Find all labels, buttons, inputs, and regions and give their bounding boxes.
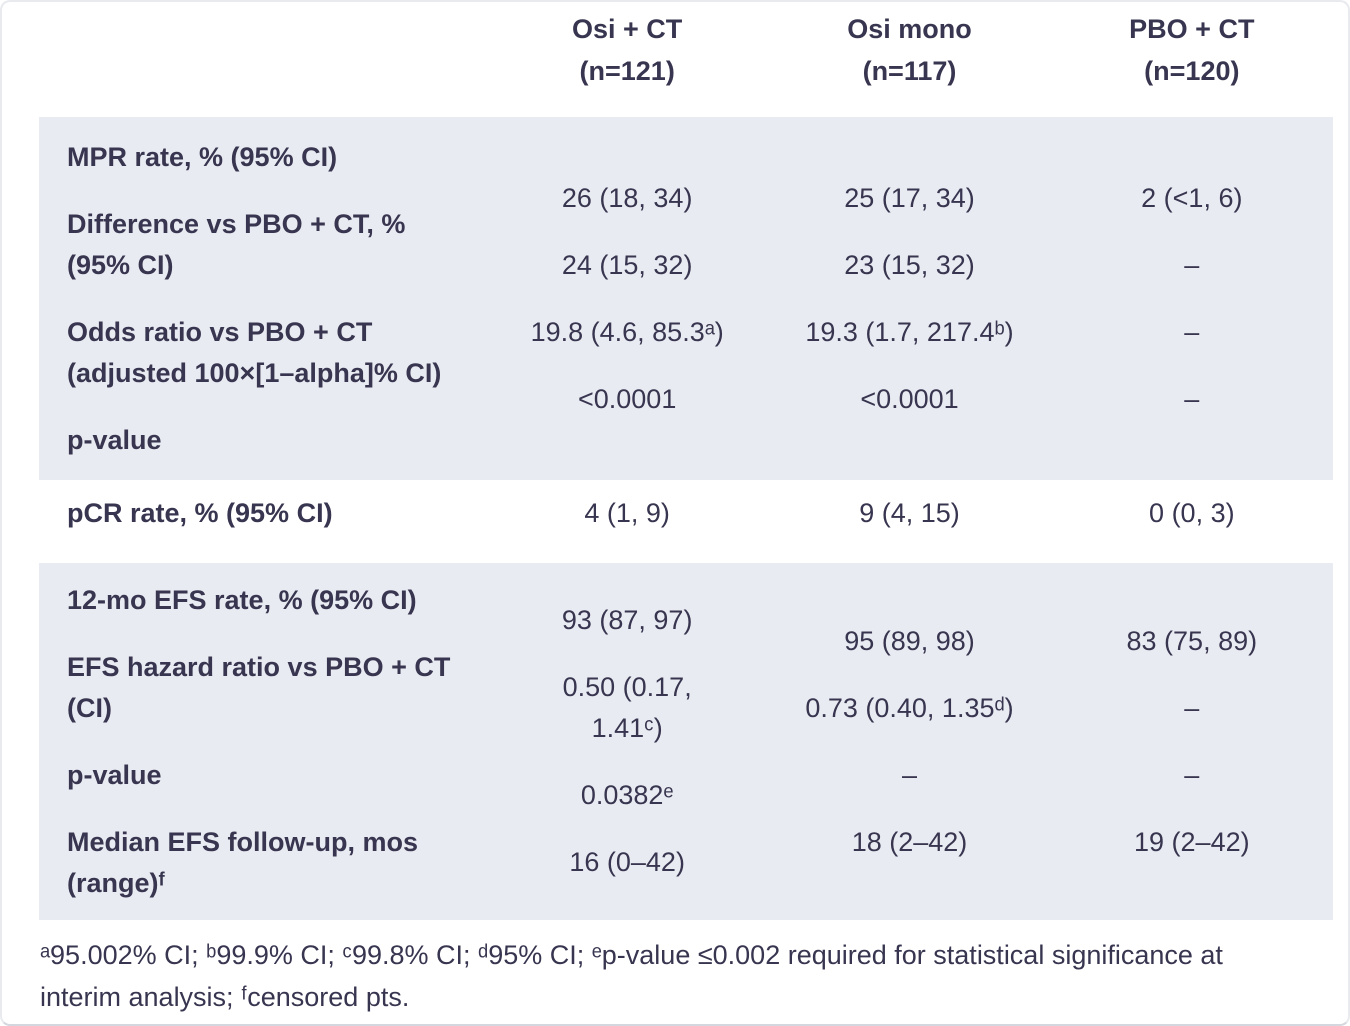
table-cell: 16 (0–42) (569, 847, 685, 877)
row-label-difference: Difference vs PBO + CT, % (95% CI) (67, 208, 406, 280)
table-cell: – (1184, 759, 1200, 790)
table-cell: 19 (2–42) (1134, 826, 1250, 857)
values-column-pbo-ct: 83 (75, 89) – – 19 (2–42) (1051, 563, 1333, 920)
column-header-n: (n=120) (1144, 56, 1240, 86)
table-cell: <0.0001 (577, 383, 677, 414)
table-header-row: Osi + CT (n=121) Osi mono (n=117) PBO + … (486, 2, 1333, 117)
row-label-mpr-rate: MPR rate, % (95% CI) (67, 141, 338, 172)
column-header-n: (n=121) (579, 56, 675, 86)
table-cell: 0.50 (0.17, 1.41ᶜ) (562, 672, 692, 743)
column-header-treatment: PBO + CT (1129, 14, 1255, 44)
efs-section: 12-mo EFS rate, % (95% CI) EFS hazard ra… (39, 563, 1333, 920)
table-cell: 95 (89, 98) (844, 625, 975, 656)
column-header-pbo-ct: PBO + CT (n=120) (1051, 8, 1333, 117)
table-cell: – (1184, 316, 1200, 347)
column-header-treatment: Osi + CT (572, 14, 683, 44)
row-label-p-value: p-value (67, 424, 162, 455)
table-cell: 19.8 (4.6, 85.3ᵃ) (530, 316, 724, 347)
values-column-osi-mono: 95 (89, 98) 0.73 (0.40, 1.35ᵈ) – 18 (2–4… (768, 563, 1050, 920)
table-cell: 25 (17, 34) (844, 182, 975, 213)
table-footnote: ᵃ95.002% CI; ᵇ99.9% CI; ᶜ99.8% CI; ᵈ95% … (40, 940, 1223, 1012)
row-label-odds-ratio: Odds ratio vs PBO + CT (adjusted 100×[1–… (67, 316, 442, 388)
row-label-p-value: p-value (67, 759, 162, 790)
row-label-pcr-rate: pCR rate, % (95% CI) (67, 498, 333, 528)
values-column-pbo-ct: 2 (<1, 6) – – – (1051, 117, 1333, 480)
values-column-osi-mono: 9 (4, 15) (768, 493, 1050, 534)
values-column-osi-ct: 26 (18, 34) 24 (15, 32) 19.8 (4.6, 85.3ᵃ… (486, 117, 768, 480)
table-cell: 19.3 (1.7, 217.4ᵇ) (805, 316, 1014, 347)
table-cell: 0.73 (0.40, 1.35ᵈ) (805, 692, 1014, 723)
table-cell: – (1184, 383, 1200, 414)
row-label-median-efs-follow-up: Median EFS follow-up, mos (range)ᶠ (67, 826, 418, 898)
column-header-osi-ct: Osi + CT (n=121) (486, 8, 768, 117)
table-cell: 93 (87, 97) (561, 605, 693, 635)
table-cell: 26 (18, 34) (561, 182, 693, 213)
table-cell: 9 (4, 15) (859, 498, 960, 528)
row-label-efs-hazard-ratio: EFS hazard ratio vs PBO + CT (CI) (67, 651, 451, 723)
table-cell: 0.0382ᵉ (580, 780, 674, 810)
mpr-section: MPR rate, % (95% CI) Difference vs PBO +… (39, 117, 1333, 480)
table-cell: <0.0001 (860, 383, 959, 414)
values-column-osi-ct: 93 (87, 97) 0.50 (0.17, 1.41ᶜ) 0.0382ᵉ 1… (486, 563, 768, 920)
column-header-osi-mono: Osi mono (n=117) (768, 8, 1050, 117)
table-cell: 83 (75, 89) (1126, 625, 1258, 656)
row-label-efs-rate: 12-mo EFS rate, % (95% CI) (67, 584, 417, 615)
column-header-n: (n=117) (862, 56, 957, 86)
row-labels-column: pCR rate, % (95% CI) (39, 493, 486, 534)
table-cell: – (901, 759, 917, 790)
pcr-rate-row: pCR rate, % (95% CI) 4 (1, 9) 9 (4, 15) … (39, 480, 1333, 563)
table-cell: 0 (0, 3) (1149, 498, 1235, 528)
row-labels-column: 12-mo EFS rate, % (95% CI) EFS hazard ra… (39, 563, 486, 920)
table-cell: – (1184, 249, 1200, 280)
table-cell: 18 (2–42) (851, 826, 968, 857)
values-column-pbo-ct: 0 (0, 3) (1051, 493, 1333, 534)
row-labels-column: MPR rate, % (95% CI) Difference vs PBO +… (39, 117, 486, 480)
column-header-treatment: Osi mono (847, 14, 972, 44)
values-column-osi-ct: 4 (1, 9) (486, 493, 768, 534)
table-cell: 23 (15, 32) (844, 249, 975, 280)
table-cell: 4 (1, 9) (584, 498, 670, 528)
table-cell: – (1184, 692, 1200, 723)
table-cell: 2 (<1, 6) (1141, 182, 1243, 213)
values-column-osi-mono: 25 (17, 34) 23 (15, 32) 19.3 (1.7, 217.4… (768, 117, 1050, 480)
table-cell: 24 (15, 32) (561, 249, 693, 280)
